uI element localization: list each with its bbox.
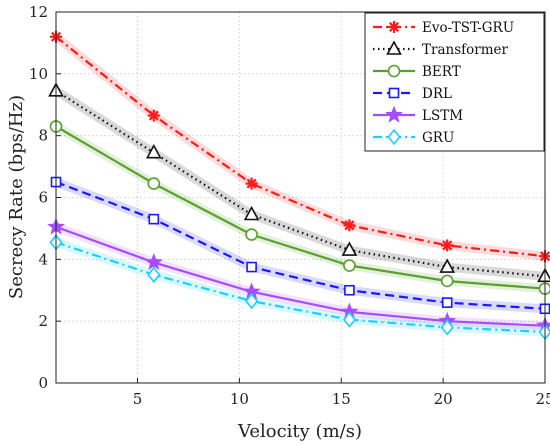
x-tick-label: 5 (133, 390, 143, 408)
y-tick-label: 2 (38, 312, 48, 330)
data-point (246, 261, 257, 273)
legend-label: BERT (422, 64, 461, 80)
legend-item: Transformer (373, 40, 508, 58)
series-line (55, 241, 546, 334)
legend-label: Transformer (422, 42, 508, 58)
series-line (55, 125, 546, 290)
data-point (342, 311, 356, 328)
y-tick-label: 8 (38, 127, 48, 145)
legend-label: DRL (422, 86, 452, 102)
series-line (55, 89, 546, 278)
legend-item: Evo-TST-GRU (373, 20, 514, 36)
series-line (55, 225, 546, 327)
y-tick-label: 12 (29, 3, 48, 21)
data-point (440, 319, 454, 336)
y-tick-label: 10 (29, 65, 48, 83)
legend-label: GRU (422, 130, 454, 146)
data-point (343, 259, 356, 272)
data-point (144, 253, 163, 271)
legend-label: LSTM (422, 108, 463, 124)
legend-marker (387, 64, 401, 78)
data-point (441, 239, 454, 252)
y-tick-label: 4 (38, 250, 48, 268)
x-tick-label: 15 (332, 390, 351, 408)
data-point (245, 228, 258, 241)
x-tick-label: 25 (535, 390, 550, 408)
y-tick-label: 0 (38, 374, 48, 392)
ticks: 5 10 15 20 25 0 2 4 6 8 10 12 (29, 3, 550, 408)
legend-item: DRL (373, 86, 452, 102)
series-band (53, 33, 546, 261)
x-axis-label: Velocity (m/s) (237, 421, 362, 442)
legend-box (364, 12, 545, 152)
legend-label: Evo-TST-GRU (422, 20, 514, 36)
legend-marker (385, 105, 403, 123)
legend-item: GRU (373, 128, 454, 146)
data-point (243, 205, 260, 221)
legend: Evo-TST-GRU Transformer BERT DRL LSTM GRU (364, 12, 545, 152)
data-point (341, 241, 358, 256)
data-point (148, 213, 160, 225)
legend-marker (388, 87, 400, 99)
legend-item: BERT (373, 64, 461, 80)
data-point (245, 292, 259, 310)
data-point (441, 297, 453, 308)
data-point (147, 266, 161, 284)
legend-marker (387, 128, 401, 146)
data-point (147, 109, 160, 122)
legend-marker (388, 21, 400, 33)
data-point (343, 219, 356, 232)
y-tick-label: 6 (38, 189, 48, 207)
series-layer (47, 30, 550, 341)
legend-marker (386, 40, 402, 55)
data-point (145, 143, 162, 159)
series-line (55, 181, 546, 310)
x-tick-label: 20 (434, 390, 453, 408)
legend-item: LSTM (373, 105, 463, 124)
data-point (439, 258, 456, 273)
data-point (147, 177, 161, 190)
data-point (245, 177, 258, 190)
y-axis-label: Secrecy Rate (bps/Hz) (6, 95, 27, 299)
x-tick-label: 10 (230, 390, 249, 408)
data-point (440, 274, 454, 288)
data-point (344, 284, 355, 296)
